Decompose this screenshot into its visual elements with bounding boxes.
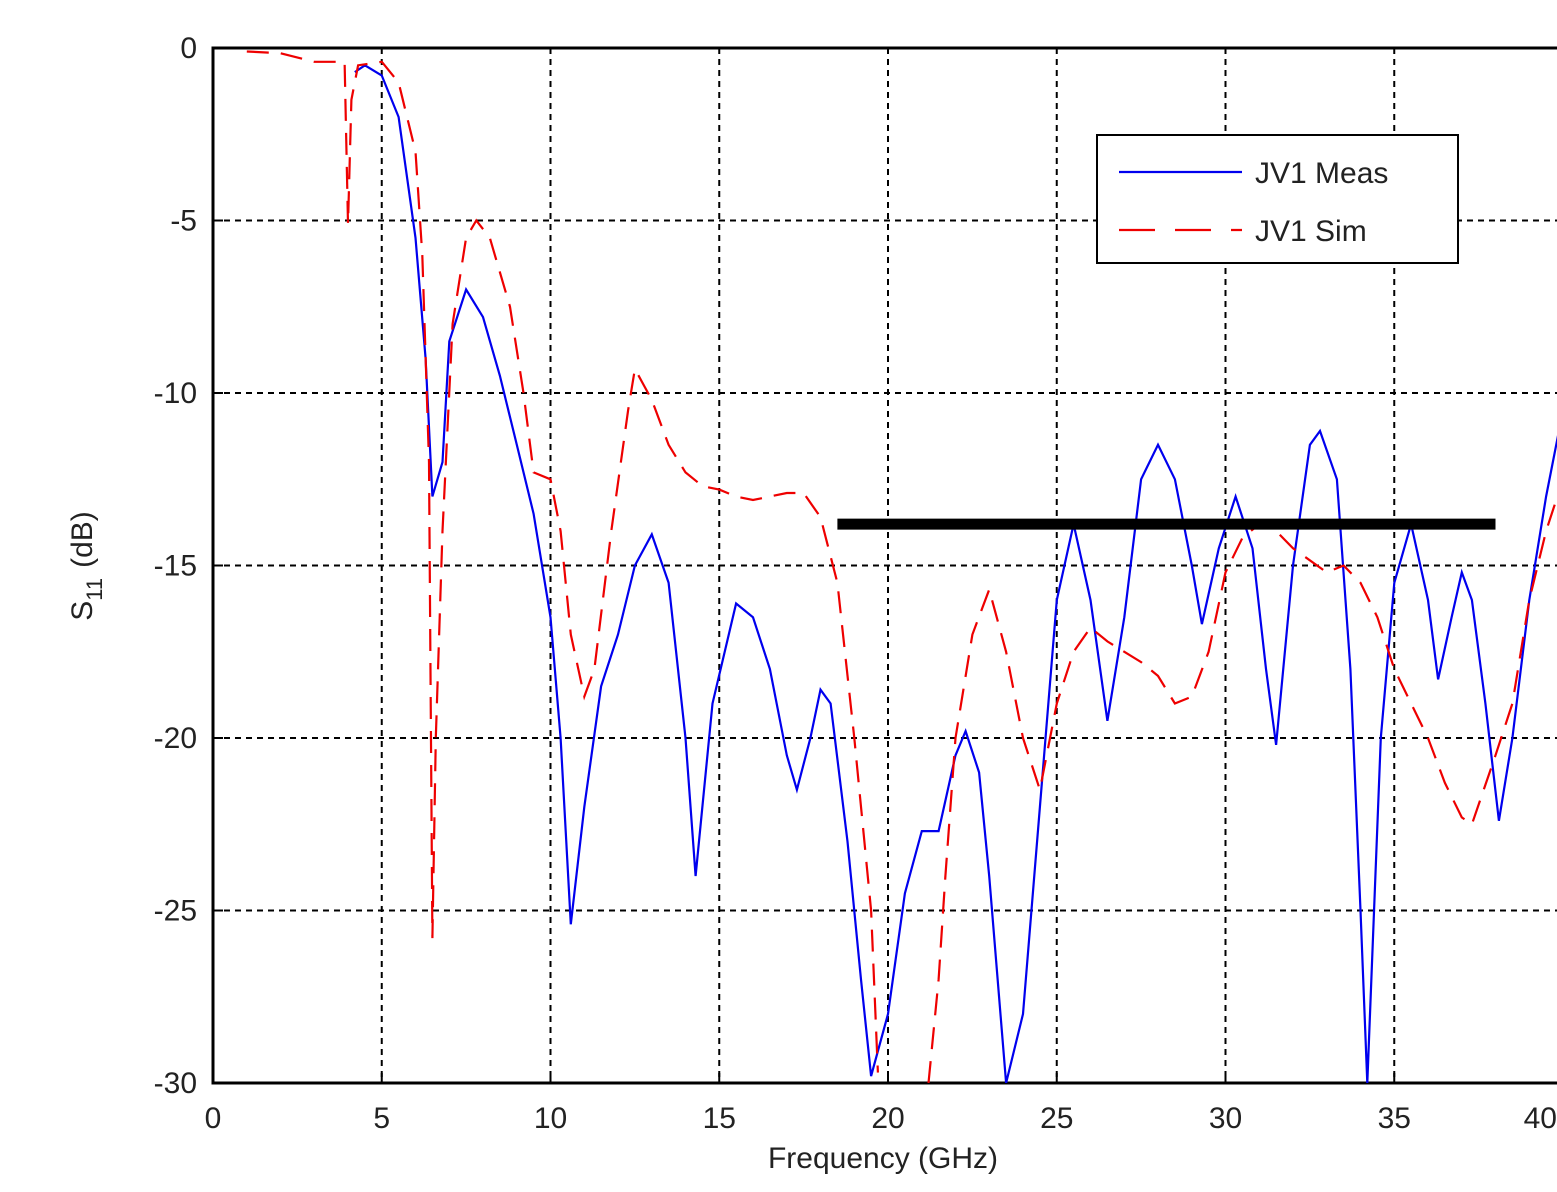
legend-label: JV1 Meas: [1255, 157, 1388, 190]
y-label-main: S: [66, 601, 99, 621]
x-tick-label: 30: [1209, 1102, 1242, 1135]
y-tick-label: -30: [154, 1067, 197, 1100]
x-tick-label: 20: [871, 1102, 904, 1135]
plot-area: [246, 50, 1557, 1083]
series-line: [354, 63, 1557, 1083]
plot-frame: [211, 46, 1557, 1085]
y-tick-label: -5: [170, 205, 197, 238]
x-tick-label: 5: [373, 1102, 390, 1135]
x-tick-label: 40: [1524, 1102, 1557, 1135]
y-tick-label: -10: [154, 377, 197, 410]
x-axis-label: Frequency (GHz): [768, 1142, 998, 1175]
x-tick-label: 0: [205, 1102, 222, 1135]
y-axis-label: S11 (dB): [66, 511, 107, 621]
x-tick-label: 25: [1040, 1102, 1073, 1135]
y-tick-label: 0: [180, 32, 197, 65]
y-label-sub: 11: [82, 578, 107, 601]
y-label-unit: (dB): [66, 511, 99, 568]
y-tick-label: -25: [154, 895, 197, 928]
x-tick-label: 35: [1378, 1102, 1411, 1135]
series-line: [246, 50, 1557, 1083]
x-tick-label: 15: [703, 1102, 736, 1135]
y-tick-label: -20: [154, 722, 197, 755]
y-tick-label: -15: [154, 550, 197, 583]
x-tick-label: 10: [534, 1102, 567, 1135]
legend-label: JV1 Sim: [1255, 215, 1367, 248]
legend-box: [1096, 134, 1459, 264]
